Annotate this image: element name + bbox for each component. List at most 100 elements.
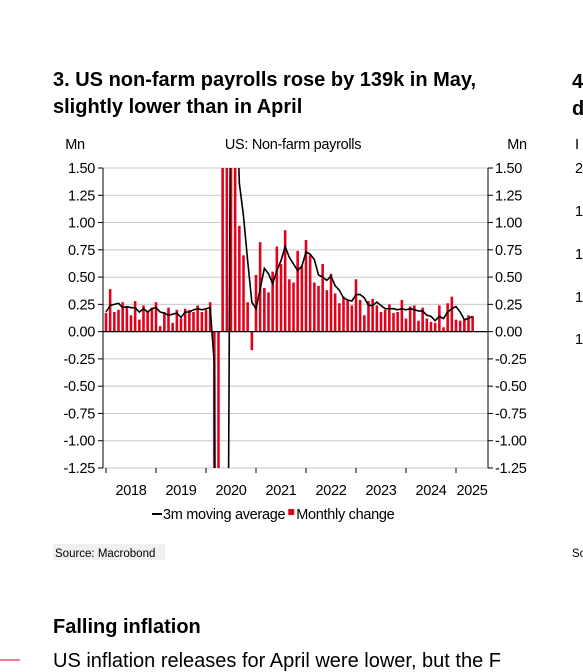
bar — [246, 302, 249, 332]
side-fragment: d — [572, 98, 583, 120]
chart-subtitle: US: Non-farm payrolls — [225, 137, 361, 153]
bar — [471, 316, 474, 332]
bar — [150, 307, 154, 332]
bar — [442, 327, 445, 332]
bar — [354, 279, 358, 332]
y-axis-label: Mn — [65, 137, 85, 153]
bar — [196, 305, 199, 332]
bar — [254, 274, 258, 332]
section-text: US inflation releases for April were low… — [53, 650, 501, 672]
bar — [375, 305, 379, 332]
bar — [163, 312, 166, 332]
bar — [338, 303, 341, 332]
x-tick-label: 2020 — [215, 483, 246, 499]
bar — [225, 168, 229, 332]
bar — [229, 168, 233, 332]
y-tick-label: 0.25 — [68, 297, 95, 313]
bar — [433, 322, 437, 332]
bar — [271, 271, 274, 332]
bar — [283, 230, 287, 332]
y2-tick-label: 1.25 — [495, 188, 522, 204]
y-tick-label: 1.25 — [68, 188, 95, 204]
bar — [138, 319, 141, 332]
bar — [158, 326, 162, 332]
bar — [429, 321, 433, 332]
bar — [308, 255, 312, 332]
bar — [417, 320, 420, 332]
bar — [154, 302, 158, 332]
bar — [396, 312, 399, 332]
y2-tick-label: 0.75 — [495, 243, 522, 259]
bar — [288, 279, 291, 332]
bar — [250, 331, 254, 351]
bar — [179, 318, 183, 332]
bar — [188, 309, 191, 332]
bar — [167, 307, 170, 332]
bar — [350, 305, 354, 332]
plot-area — [104, 168, 474, 468]
bar — [346, 300, 349, 332]
y-tick-label: -1.25 — [63, 461, 95, 477]
bar — [317, 285, 320, 332]
source-background — [53, 544, 165, 560]
chart-title: 3. US non-farm payrolls rose by 139k in … — [53, 69, 477, 118]
bar — [463, 318, 466, 332]
bar — [325, 290, 329, 332]
bar — [467, 315, 470, 332]
y2-tick-label: 1.50 — [495, 161, 522, 177]
bar — [450, 296, 454, 332]
line — [105, 168, 474, 468]
bar — [300, 266, 304, 332]
y-tick-label: -0.50 — [63, 379, 95, 395]
bar — [438, 305, 441, 332]
x-tick-label: 2018 — [115, 483, 146, 499]
bar — [304, 240, 308, 332]
bar — [313, 282, 316, 332]
bar — [200, 312, 204, 332]
bar — [425, 318, 429, 332]
legend-label: 3m moving average — [163, 507, 285, 523]
y2-axis-label: Mn — [507, 137, 527, 153]
bar — [379, 312, 383, 332]
x-tick-label: 2021 — [265, 483, 296, 499]
bar — [358, 300, 362, 332]
x-tick-label: 2025 — [456, 483, 487, 499]
y2-tick-label: 0.50 — [495, 270, 522, 286]
bar — [125, 306, 129, 332]
bar — [388, 304, 391, 332]
y-tick-label: 0.75 — [68, 243, 95, 259]
bar — [400, 300, 404, 332]
bar — [292, 282, 295, 332]
bar — [404, 318, 408, 332]
y2-tick-label: 0.25 — [495, 297, 522, 313]
bar — [113, 312, 116, 332]
y-tick-label: 0.50 — [68, 270, 95, 286]
x-tick-label: 2023 — [365, 483, 396, 499]
bar — [146, 312, 149, 332]
bar — [263, 288, 266, 332]
bar — [363, 315, 366, 332]
y2-tick-label: -1.25 — [495, 461, 527, 477]
y2-tick-label: 0.00 — [495, 325, 522, 341]
bar — [171, 322, 174, 332]
bar — [121, 302, 124, 332]
bar — [329, 273, 333, 332]
bar — [454, 319, 458, 332]
bar — [408, 306, 412, 332]
bar — [458, 320, 462, 332]
bar — [392, 313, 395, 332]
y-tick-label: 1.50 — [68, 161, 95, 177]
x-tick-label: 2024 — [415, 483, 446, 499]
bar — [183, 308, 187, 332]
bar — [342, 296, 345, 332]
bar — [192, 312, 195, 332]
source: Source: Macrobond — [55, 548, 155, 560]
bar — [204, 309, 208, 332]
y-tick-label: 1.00 — [68, 216, 95, 232]
bar — [446, 303, 449, 332]
bar — [142, 305, 145, 332]
side-fragment: I — [575, 137, 579, 153]
side-fragment: 2 — [575, 161, 583, 177]
